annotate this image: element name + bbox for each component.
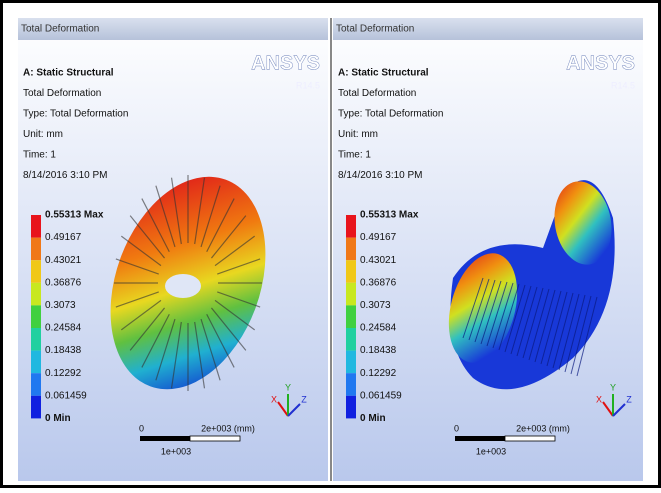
triad-label: Y <box>610 382 616 392</box>
legend-band <box>31 373 41 396</box>
model-hole <box>165 274 201 298</box>
triad-label: Z <box>301 394 307 404</box>
legend-label: 0.43021 <box>45 255 82 266</box>
legend-label: 0.18438 <box>360 345 397 356</box>
legend-band <box>346 260 356 283</box>
legend-label: 0 Min <box>45 413 71 424</box>
legend-band <box>346 238 356 261</box>
legend-band <box>346 283 356 306</box>
result-info: Unit: mm <box>23 129 63 140</box>
legend-label: 0.12292 <box>45 368 82 379</box>
legend-label: 0.18438 <box>45 345 82 356</box>
result-info: A: Static Structural <box>338 68 429 79</box>
result-info: Type: Total Deformation <box>23 109 128 120</box>
legend-label: 0.55313 Max <box>360 210 419 221</box>
legend-label: 0.55313 Max <box>45 210 104 221</box>
legend-label: 0.36876 <box>360 277 397 288</box>
legend-label: 0.49167 <box>360 232 397 243</box>
scale-label: 1e+003 <box>161 446 191 456</box>
scale-bar <box>140 436 190 441</box>
viewport-title: Total Deformation <box>336 24 414 35</box>
legend-band <box>346 305 356 328</box>
legend-band <box>31 328 41 351</box>
result-info: Total Deformation <box>338 88 416 99</box>
legend-band <box>31 351 41 374</box>
legend-band <box>31 238 41 261</box>
scale-label: 1e+003 <box>476 446 506 456</box>
legend-label: 0.3073 <box>45 300 76 311</box>
legend-band <box>31 260 41 283</box>
scale-bar <box>455 436 505 441</box>
legend-band <box>31 305 41 328</box>
legend-band <box>346 396 356 419</box>
viewport: Total Deformation A: Static Structural Tot… <box>333 18 643 481</box>
legend-label: 0.24584 <box>45 323 82 334</box>
result-info: Total Deformation <box>23 88 101 99</box>
triad-label: X <box>271 394 277 404</box>
legend-band <box>31 215 41 238</box>
viewport: Total Deformation A: Static Structural Tot… <box>18 18 328 481</box>
legend-label: 0.24584 <box>360 323 397 334</box>
legend-band <box>346 351 356 374</box>
legend-band <box>346 328 356 351</box>
scale-bar <box>505 436 555 441</box>
legend-label: 0.43021 <box>360 255 397 266</box>
result-info: Unit: mm <box>338 129 378 140</box>
screenshot: Total Deformation A: Static Structural Tot… <box>0 0 661 488</box>
logo: ANSYS <box>251 52 320 74</box>
result-info: 8/14/2016 3:10 PM <box>338 170 423 181</box>
triad-label: Y <box>285 382 291 392</box>
legend-label: 0 Min <box>360 413 386 424</box>
result-info: Time: 1 <box>23 150 56 161</box>
result-info: 8/14/2016 3:10 PM <box>23 170 108 181</box>
scale-label: 0 <box>139 423 144 433</box>
legend-band <box>346 373 356 396</box>
legend-label: 0.36876 <box>45 277 82 288</box>
version: R14.5 <box>296 80 320 90</box>
legend-label: 0.3073 <box>360 300 391 311</box>
legend-label: 0.061459 <box>45 390 87 401</box>
result-info: Type: Total Deformation <box>338 109 443 120</box>
legend-band <box>31 396 41 419</box>
result-info: A: Static Structural <box>23 68 114 79</box>
legend-label: 0.12292 <box>360 368 397 379</box>
legend-label: 0.49167 <box>45 232 82 243</box>
scale-label: 2e+003 (mm) <box>201 423 255 433</box>
scale-label: 2e+003 (mm) <box>516 423 570 433</box>
legend-band <box>346 215 356 238</box>
logo: ANSYS <box>566 52 635 74</box>
viewport-title: Total Deformation <box>21 24 99 35</box>
scale-label: 0 <box>454 423 459 433</box>
scale-bar <box>190 436 240 441</box>
triad-label: Z <box>626 394 632 404</box>
legend-band <box>31 283 41 306</box>
legend-label: 0.061459 <box>360 390 402 401</box>
triad-label: X <box>596 394 602 404</box>
version: R14.5 <box>611 80 635 90</box>
result-info: Time: 1 <box>338 150 371 161</box>
